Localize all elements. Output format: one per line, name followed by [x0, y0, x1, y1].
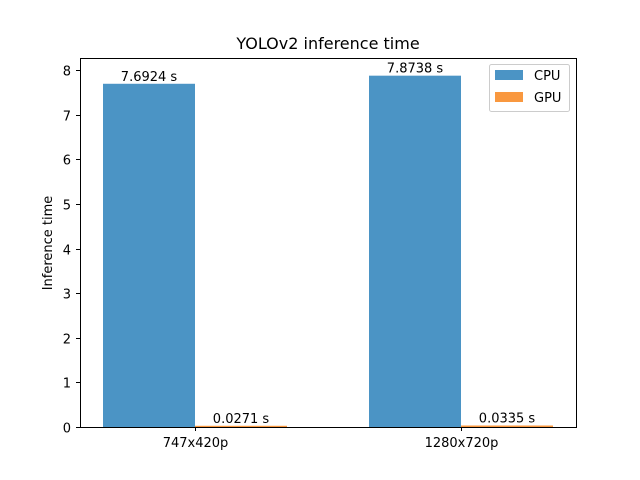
legend-swatch-cpu [495, 70, 523, 80]
y-tick-label-5: 5 [63, 199, 71, 214]
bar-cpu-747x420p [103, 83, 195, 427]
legend-label-gpu: GPU [534, 91, 561, 106]
y-tick-label-7: 7 [63, 110, 71, 125]
y-tick-label-1: 1 [63, 377, 71, 392]
bar-cpu-1280x720p [369, 75, 461, 427]
legend-label-cpu: CPU [534, 69, 560, 84]
chart-title: YOLOv2 inference time [235, 34, 419, 53]
data-label-cpu-1280x720p: 7.8738 s [387, 62, 444, 77]
data-label-cpu-747x420p: 7.6924 s [121, 70, 178, 85]
y-tick-label-0: 0 [63, 422, 71, 437]
y-tick-label-8: 8 [63, 65, 71, 80]
data-labels: 7.6924 s 7.8738 s 0.0271 s 0.0335 s [121, 62, 536, 427]
y-axis-label: Inference time [41, 196, 56, 291]
data-label-gpu-1280x720p: 0.0335 s [479, 412, 536, 427]
legend-swatch-gpu [495, 92, 523, 102]
x-tick-label-747x420p: 747x420p [163, 436, 229, 451]
data-label-gpu-747x420p: 0.0271 s [213, 412, 270, 427]
y-tick-label-6: 6 [63, 154, 71, 169]
plot-frame [80, 58, 577, 428]
legend: CPU GPU [489, 64, 570, 112]
bar-gpu-1280x720p [461, 425, 553, 427]
x-tick-label-1280x720p: 1280x720p [425, 436, 499, 451]
y-tick-label-2: 2 [63, 333, 71, 348]
y-tick-label-3: 3 [63, 288, 71, 303]
bar-gpu-747x420p [195, 425, 287, 427]
bars [103, 75, 553, 427]
y-axis-ticks: 0 1 2 3 4 5 6 7 8 [63, 65, 80, 437]
y-tick-label-4: 4 [63, 244, 71, 259]
x-axis-ticks: 747x420p 1280x720p [163, 427, 499, 451]
